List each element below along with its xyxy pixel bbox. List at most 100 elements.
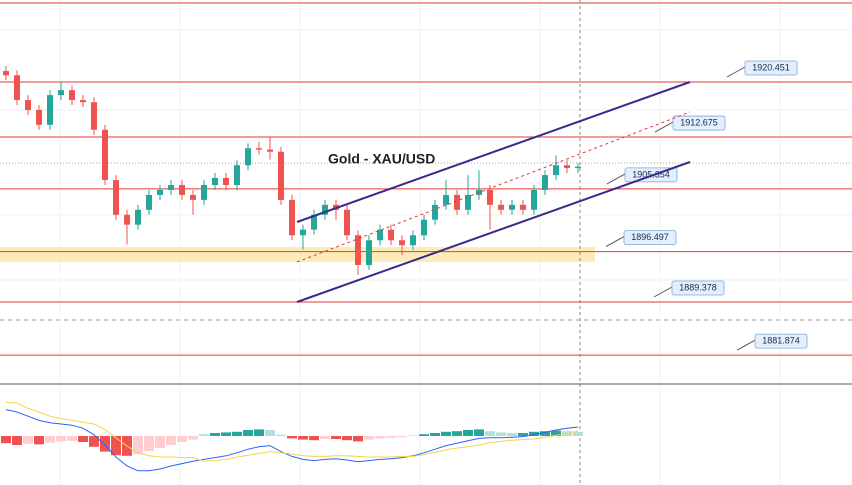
chart-title: Gold - XAU/USD bbox=[328, 151, 435, 167]
histogram-bar bbox=[144, 436, 154, 451]
candle-body bbox=[300, 229, 306, 236]
candle-body bbox=[245, 148, 251, 166]
candle-body bbox=[124, 214, 130, 225]
histogram-bar bbox=[287, 436, 297, 439]
signal-line bbox=[5, 401, 579, 462]
support-zone bbox=[0, 247, 595, 262]
candle-body bbox=[190, 194, 196, 200]
candle-body bbox=[553, 165, 559, 176]
candle-body bbox=[80, 100, 86, 103]
histogram-bar bbox=[100, 436, 110, 452]
histogram-bar bbox=[507, 433, 517, 436]
histogram-bar bbox=[111, 436, 121, 456]
histogram-bar bbox=[430, 433, 440, 436]
histogram-bar bbox=[34, 436, 44, 445]
callout-box bbox=[754, 333, 808, 349]
candle-body bbox=[14, 75, 20, 101]
histogram-bar bbox=[56, 436, 66, 442]
candle-body bbox=[212, 177, 218, 186]
callout-box bbox=[672, 115, 726, 131]
histogram-bar bbox=[441, 431, 451, 436]
histogram-bar bbox=[89, 436, 99, 447]
histogram-bar bbox=[12, 436, 22, 445]
histogram-bar bbox=[298, 436, 308, 440]
histogram-bar bbox=[243, 430, 253, 436]
candle-body bbox=[564, 165, 570, 169]
candle-body bbox=[355, 235, 361, 266]
candle-body bbox=[146, 194, 152, 210]
level-label: 1905.354 bbox=[632, 169, 670, 179]
channel-mid bbox=[296, 111, 691, 263]
candle-body bbox=[223, 177, 229, 186]
histogram-bar bbox=[331, 436, 341, 439]
histogram-bar bbox=[408, 435, 418, 436]
histogram-bar bbox=[177, 436, 187, 442]
histogram-bar bbox=[342, 436, 352, 441]
candle-body bbox=[388, 229, 394, 241]
histogram-bar bbox=[210, 433, 220, 436]
histogram-bar bbox=[155, 436, 165, 448]
histogram-bar bbox=[452, 431, 462, 436]
histogram-bar bbox=[67, 436, 77, 441]
candle-body bbox=[47, 95, 53, 125]
histogram-bar bbox=[529, 431, 539, 436]
callout-leader bbox=[654, 121, 674, 133]
histogram-bar bbox=[551, 430, 561, 436]
histogram-bar bbox=[188, 436, 198, 440]
candle-body bbox=[366, 240, 372, 266]
histogram-bar bbox=[474, 429, 484, 436]
candle-body bbox=[256, 148, 262, 150]
candle-body bbox=[377, 229, 383, 241]
histogram-bar bbox=[386, 436, 396, 438]
histogram-bar bbox=[485, 431, 495, 436]
histogram-bar bbox=[276, 434, 286, 436]
level-label: 1881.874 bbox=[762, 336, 800, 346]
candle-body bbox=[278, 151, 284, 200]
candle-body bbox=[234, 165, 240, 186]
candle-body bbox=[498, 204, 504, 210]
candle-body bbox=[25, 100, 31, 110]
candle-body bbox=[410, 235, 416, 246]
histogram-bar bbox=[364, 436, 374, 440]
histogram-bar bbox=[1, 436, 11, 444]
level-label: 1920.451 bbox=[752, 62, 790, 72]
histogram-bar bbox=[254, 429, 264, 436]
callout-leader bbox=[726, 66, 746, 78]
candle-body bbox=[58, 90, 64, 96]
callout-box bbox=[671, 280, 725, 296]
candle-body bbox=[421, 219, 427, 236]
histogram-bar bbox=[45, 436, 55, 443]
histogram-bar bbox=[309, 436, 319, 441]
candle-body bbox=[487, 189, 493, 205]
callout-box bbox=[623, 230, 677, 245]
level-label: 1889.378 bbox=[679, 282, 717, 292]
candle-body bbox=[465, 194, 471, 210]
channel-lower bbox=[296, 161, 691, 303]
histogram-bar bbox=[518, 433, 528, 436]
histogram-bar bbox=[419, 434, 429, 436]
histogram-bar bbox=[375, 436, 385, 439]
level-label: 1912.675 bbox=[680, 117, 718, 127]
histogram-bar bbox=[540, 431, 550, 436]
histogram-bar bbox=[496, 432, 506, 436]
candle-body bbox=[157, 189, 163, 195]
histogram-bar bbox=[221, 432, 231, 436]
callout-leader bbox=[736, 339, 756, 351]
candle-body bbox=[432, 204, 438, 220]
candle-body bbox=[289, 199, 295, 236]
callout-leader bbox=[605, 236, 625, 248]
histogram-bar bbox=[78, 436, 88, 442]
candle-body bbox=[91, 102, 97, 130]
candle-body bbox=[102, 129, 108, 181]
candle-body bbox=[113, 180, 119, 215]
candle-body bbox=[179, 185, 185, 195]
candle-body bbox=[36, 109, 42, 125]
callout-box bbox=[744, 60, 798, 76]
histogram-bar bbox=[320, 436, 330, 439]
callout-leader bbox=[653, 286, 673, 298]
candle-body bbox=[311, 214, 317, 230]
candle-body bbox=[69, 90, 75, 101]
